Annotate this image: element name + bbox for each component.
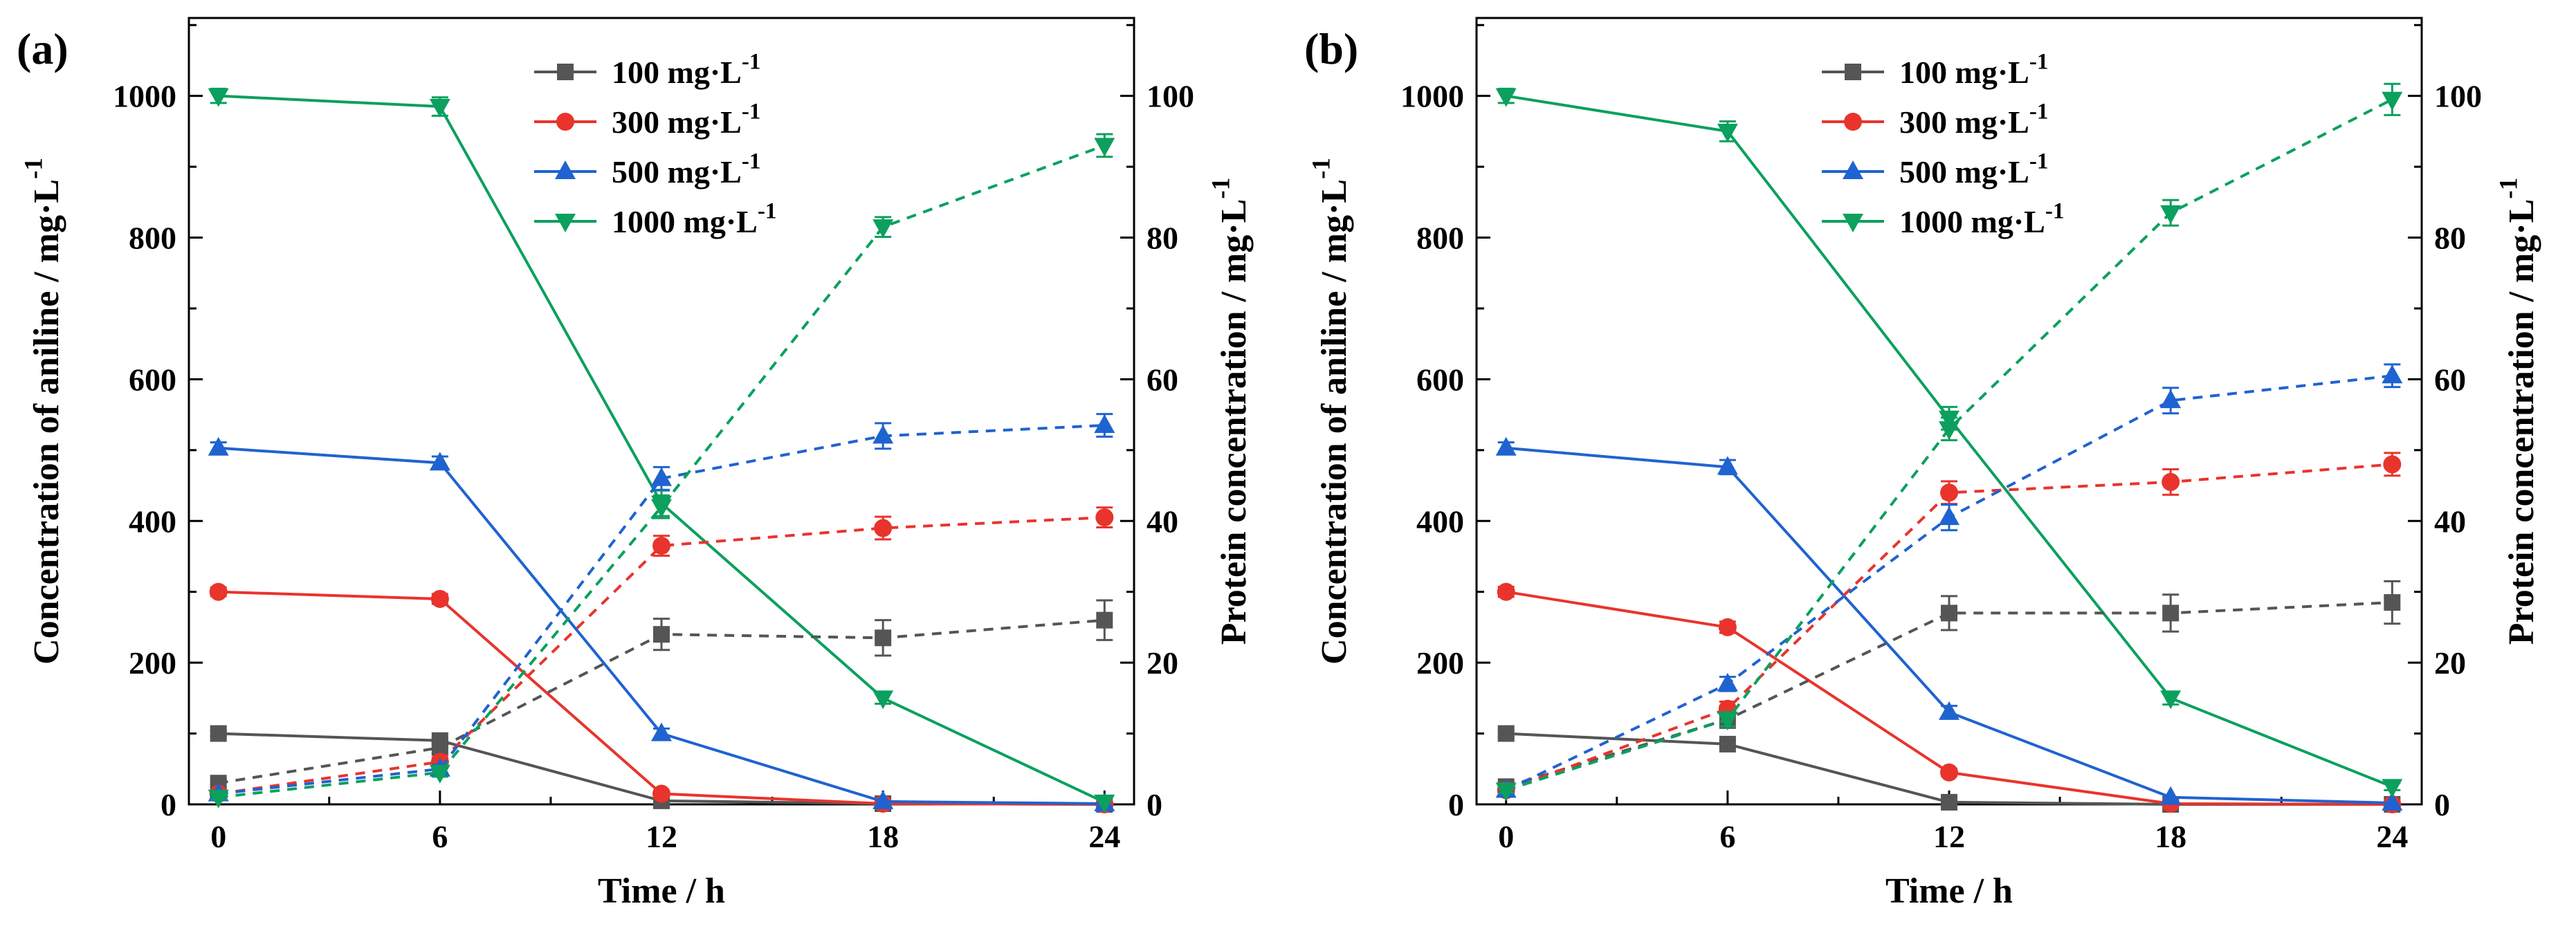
legend-label-aniline-300: 300 mg·L-1 xyxy=(612,99,760,140)
chart-panel-a: 0 6 12 18 24 0 200 400 600 800 1000 0 20 40 60 80 100 Tim… xyxy=(17,17,1254,911)
svg-text:0: 0 xyxy=(1448,787,1464,822)
svg-text:1000: 1000 xyxy=(1400,79,1464,114)
legend-label-aniline-300: 300 mg·L-1 xyxy=(1899,99,2048,140)
svg-text:0: 0 xyxy=(210,819,226,854)
chart-svg-(a): 0 6 12 18 24 0 200 400 600 800 1000 0 20 40 60 80 100 Tim… xyxy=(17,17,1254,911)
series-aniline-500 xyxy=(1495,436,2403,811)
svg-text:800: 800 xyxy=(129,221,176,256)
svg-text:400: 400 xyxy=(1416,504,1464,539)
svg-text:1000: 1000 xyxy=(113,79,176,114)
tick-labels: 0 6 12 18 24 0 200 400 600 800 1000 0 20 40 60 80 100 xyxy=(113,79,1194,854)
series-protein-1000 xyxy=(1495,82,2403,802)
chart-svg-(b): 0 6 12 18 24 0 200 400 600 800 1000 0 20 40 60 80 100 Tim… xyxy=(1304,17,2541,911)
legend-label-aniline-1000: 1000 mg·L-1 xyxy=(1899,198,2064,239)
svg-text:0: 0 xyxy=(1147,787,1162,822)
svg-text:0: 0 xyxy=(2434,787,2450,822)
series-aniline-1000 xyxy=(208,87,1115,813)
svg-text:20: 20 xyxy=(2434,645,2466,681)
series-protein-1000 xyxy=(208,133,1115,809)
series-protein-100 xyxy=(210,599,1113,792)
svg-text:0: 0 xyxy=(161,787,176,822)
left-axis-label: Concentration of aniline / mg·L-1 xyxy=(20,158,66,665)
svg-text:12: 12 xyxy=(1933,819,1965,854)
legend-label-aniline-100: 100 mg·L-1 xyxy=(1899,49,2048,90)
svg-text:60: 60 xyxy=(2434,362,2466,397)
svg-text:400: 400 xyxy=(129,504,176,539)
series-aniline-1000 xyxy=(1495,87,2403,798)
svg-text:800: 800 xyxy=(1416,221,1464,256)
svg-text:6: 6 xyxy=(432,819,448,854)
right-axis-label: Protein concentration / mg·L-1 xyxy=(2495,178,2541,645)
legend-label-aniline-500: 500 mg·L-1 xyxy=(612,149,760,190)
svg-text:12: 12 xyxy=(646,819,677,854)
chart-panel-b: 0 6 12 18 24 0 200 400 600 800 1000 0 20 40 60 80 100 Tim… xyxy=(1288,0,2575,933)
legend-label-aniline-100: 100 mg·L-1 xyxy=(612,49,760,90)
svg-text:18: 18 xyxy=(867,819,899,854)
svg-text:0: 0 xyxy=(1498,819,1514,854)
svg-text:18: 18 xyxy=(2155,819,2186,854)
panel-letter: (a) xyxy=(17,24,68,73)
svg-text:6: 6 xyxy=(1719,819,1735,854)
x-axis-label: Time / h xyxy=(1885,871,2013,911)
svg-text:100: 100 xyxy=(2434,79,2482,114)
svg-text:40: 40 xyxy=(1147,504,1178,539)
svg-text:200: 200 xyxy=(129,645,176,681)
svg-text:20: 20 xyxy=(1147,645,1178,681)
legend-label-aniline-1000: 1000 mg·L-1 xyxy=(612,198,776,239)
right-axis-label: Protein concentration / mg·L-1 xyxy=(1207,178,1254,645)
svg-text:60: 60 xyxy=(1147,362,1178,397)
svg-text:40: 40 xyxy=(2434,504,2466,539)
left-axis-label: Concentration of aniline / mg·L-1 xyxy=(1308,158,1354,665)
svg-text:80: 80 xyxy=(1147,221,1178,256)
series-protein-300 xyxy=(209,506,1114,803)
legend: 100 mg·L-1 300 mg·L-1 500 mg·L-1 1000 mg·L-… xyxy=(1822,49,2064,239)
legend: 100 mg·L-1 300 mg·L-1 500 mg·L-1 1000 mg·L-… xyxy=(534,49,776,239)
svg-text:24: 24 xyxy=(2376,819,2408,854)
svg-text:80: 80 xyxy=(2434,221,2466,256)
x-axis-label: Time / h xyxy=(598,871,725,911)
tick-labels: 0 6 12 18 24 0 200 400 600 800 1000 0 20 40 60 80 100 xyxy=(1400,79,2482,854)
svg-text:600: 600 xyxy=(1416,362,1464,397)
svg-text:600: 600 xyxy=(129,362,176,397)
svg-text:200: 200 xyxy=(1416,645,1464,681)
panel-letter: (b) xyxy=(1304,24,1358,73)
svg-text:24: 24 xyxy=(1088,819,1120,854)
svg-text:100: 100 xyxy=(1147,79,1194,114)
legend-label-aniline-500: 500 mg·L-1 xyxy=(1899,149,2048,190)
